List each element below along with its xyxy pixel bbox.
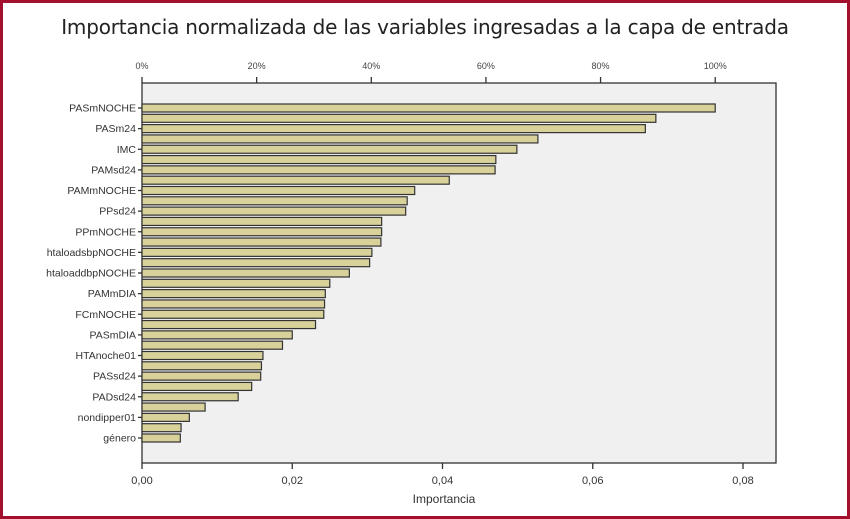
bar [141,227,383,237]
category-label: htaloadsbpNOCHE [47,247,136,259]
category-label: PASmDIA [90,329,136,341]
top-tick-label: 40% [362,61,380,71]
top-tick-label: 60% [477,61,495,71]
bar [141,402,206,412]
bar [141,247,373,257]
category-label: IMC [117,144,137,156]
bar [141,103,716,113]
bar [141,154,497,165]
bar [141,319,317,330]
category-label: género [103,433,136,445]
x-tick-label: 0,06 [582,475,603,487]
bar [141,309,325,319]
bar [141,371,262,381]
category-label: FCmNOCHE [75,309,136,321]
category-label: PADsd24 [92,391,136,403]
bar [141,350,264,361]
x-tick-label: 0,08 [732,475,753,487]
bar [141,268,350,278]
category-label: PAMmNOCHE [67,185,136,197]
category-label: PPsd24 [99,206,136,218]
bar [141,381,253,392]
bar [141,237,382,247]
x-tick-label: 0,04 [432,475,453,487]
bar [141,185,416,196]
x-tick-label: 0,02 [282,475,303,487]
bar [141,113,657,123]
bar [141,278,331,288]
bar [141,124,646,134]
bar [141,144,518,154]
x-axis-label: Importancia [413,492,476,506]
bar [141,433,181,443]
category-label: PAMmDIA [88,288,136,300]
bar [141,340,284,350]
bar [141,134,539,144]
category-label: PASm24 [95,123,136,135]
category-label: PAMsd24 [91,164,136,176]
category-label: HTAnoche01 [75,350,136,362]
top-tick-label: 0% [135,61,148,71]
bar [141,165,496,175]
bar [141,175,450,185]
x-tick-label: 0,00 [131,475,152,487]
bar [141,206,407,216]
bar [141,289,326,299]
bar [141,361,263,371]
top-tick-label: 100% [704,61,727,71]
top-tick-label: 20% [248,61,266,71]
category-label: PASsd24 [93,371,136,383]
bar [141,258,371,268]
bar [141,330,293,340]
bar [141,423,182,433]
category-label: nondipper01 [78,412,137,424]
bar [141,216,383,227]
category-label: htaloaddbpNOCHE [46,268,136,280]
bar [141,412,190,422]
chart-title: Importancia normalizada de las variables… [61,15,789,39]
top-tick-label: 80% [592,61,610,71]
category-label: PASmNOCHE [69,103,136,115]
bar [141,392,239,402]
bar [141,299,326,309]
bar [141,196,408,206]
category-label: PPmNOCHE [75,226,136,238]
